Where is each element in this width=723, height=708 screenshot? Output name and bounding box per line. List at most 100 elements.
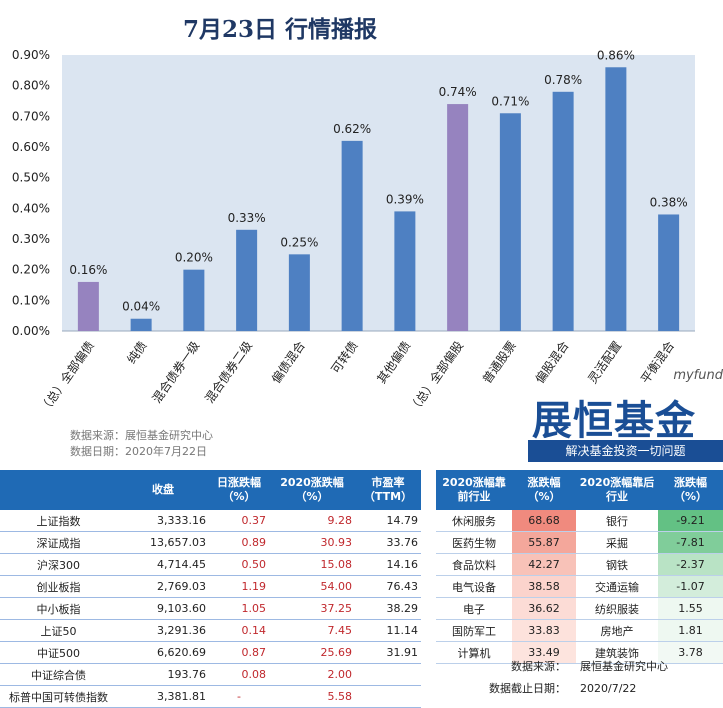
- table-cell: 0.87: [209, 641, 269, 664]
- table-cell: -9.21: [658, 510, 723, 532]
- table-cell: 54.00: [269, 575, 355, 598]
- table-cell: 计算机: [436, 641, 512, 664]
- table-cell: 37.25: [269, 597, 355, 620]
- industry-table: 2020涨幅靠前行业 涨跌幅（%） 2020涨幅靠后行业 涨跌幅（%） 休闲服务 68.…: [436, 470, 723, 664]
- table-row: 食品饮料 42.27 钢铁 -2.37: [436, 553, 723, 576]
- table-cell: 9,103.60: [117, 597, 209, 620]
- table-cell: 5.58: [269, 685, 355, 708]
- index-table-header: 收盘: [117, 470, 209, 510]
- table-footer: 数据来源： 展恒基金研究中心 数据截止日期： 2020/7/22: [436, 656, 723, 700]
- logo: myfund 展恒基金 解决基金投资一切问题: [528, 368, 723, 468]
- table-cell: 3.78: [658, 641, 723, 664]
- industry-table-header: 涨跌幅（%）: [512, 470, 576, 510]
- table-cell: 31.91: [355, 641, 421, 664]
- table-cell: 0.14: [209, 619, 269, 642]
- bar: [341, 140, 363, 331]
- y-tick-label: 0.90%: [12, 48, 50, 62]
- table-cell: [355, 685, 421, 708]
- bar: [130, 318, 152, 331]
- bar: [552, 91, 574, 331]
- index-table-header: 市盈率（TTM）: [355, 470, 421, 510]
- table-cell: 创业板指: [0, 575, 117, 598]
- table-cell: 深证成指: [0, 531, 117, 554]
- footer-date-label: 数据截止日期：: [489, 682, 566, 695]
- y-tick-label: 0.60%: [12, 140, 50, 154]
- table-cell: 银行: [576, 510, 658, 532]
- source-line: 数据来源：展恒基金研究中心: [70, 429, 213, 442]
- industry-table-header: 2020涨幅靠后行业: [576, 470, 658, 510]
- bar-value-label: 0.39%: [386, 192, 424, 206]
- table-cell: 沪深300: [0, 553, 117, 576]
- table-cell: 76.43: [355, 575, 421, 598]
- x-category-label: 可转债: [328, 338, 361, 376]
- table-cell: 上证指数: [0, 510, 117, 532]
- table-cell: 38.29: [355, 597, 421, 620]
- table-cell: 纺织服装: [576, 597, 658, 620]
- table-cell: 国防军工: [436, 619, 512, 642]
- logo-brand-text: 展恒基金: [532, 397, 696, 444]
- y-tick-label: 0.70%: [12, 109, 50, 123]
- y-tick-label: 0.00%: [12, 324, 50, 338]
- table-cell: 交通运输: [576, 575, 658, 598]
- table-cell: 电气设备: [436, 575, 512, 598]
- table-cell: 42.27: [512, 553, 576, 576]
- table-cell: 医药生物: [436, 531, 512, 554]
- bar: [447, 104, 469, 331]
- bar: [605, 67, 627, 331]
- footer-source-label: 数据来源：: [511, 660, 566, 673]
- plot-area: [62, 55, 695, 331]
- table-row: 电子 36.62 纺织服装 1.55: [436, 597, 723, 620]
- y-tick-label: 0.80%: [12, 79, 50, 93]
- bar: [499, 113, 521, 332]
- bar-value-label: 0.78%: [544, 73, 582, 87]
- table-cell: 193.76: [117, 663, 209, 686]
- table-cell: 55.87: [512, 531, 576, 554]
- table-cell: 中小板指: [0, 597, 117, 620]
- bar-value-label: 0.25%: [280, 235, 318, 249]
- bar: [183, 269, 205, 331]
- bar-value-label: 0.62%: [333, 122, 371, 136]
- bar-value-label: 0.38%: [650, 195, 688, 209]
- table-cell: 上证50: [0, 619, 117, 642]
- logo-slogan: 解决基金投资一切问题: [528, 440, 723, 462]
- table-cell: 14.16: [355, 553, 421, 576]
- table-cell: 38.58: [512, 575, 576, 598]
- y-tick-label: 0.10%: [12, 293, 50, 307]
- index-table-header: [0, 470, 117, 510]
- table-cell: 15.08: [269, 553, 355, 576]
- y-tick-label: 0.40%: [12, 201, 50, 215]
- table-cell: 2,769.03: [117, 575, 209, 598]
- table-cell: 0.50: [209, 553, 269, 576]
- table-cell: 中证综合债: [0, 663, 117, 686]
- bar-value-label: 0.04%: [122, 300, 160, 314]
- table-cell: 3,381.81: [117, 685, 209, 708]
- table-cell: 食品饮料: [436, 553, 512, 576]
- footer-source-value: 展恒基金研究中心: [580, 660, 668, 673]
- table-cell: 11.14: [355, 619, 421, 642]
- x-category-label: 普通股票: [480, 339, 519, 386]
- table-cell: [355, 663, 421, 686]
- table-cell: 9.28: [269, 510, 355, 532]
- chart-source: 数据来源：展恒基金研究中心 数据日期：2020年7月22日: [70, 428, 213, 460]
- index-table: 收盘 日涨跌幅（%） 2020涨跌幅（%） 市盈率（TTM） 上证指数 3,333.16…: [0, 470, 421, 708]
- table-cell: 建筑装饰: [576, 641, 658, 664]
- table-cell: 房地产: [576, 619, 658, 642]
- table-cell: 33.76: [355, 531, 421, 554]
- table-row: 中小板指 9,103.60 1.05 37.25 38.29: [0, 597, 421, 620]
- bar-chart: 0.00% 0.10% 0.20% 0.30% 0.40% 0.50% 0.60% 0.70%…: [12, 48, 695, 416]
- table-cell: -1.07: [658, 575, 723, 598]
- x-category-label: 混合债券二级: [201, 338, 255, 406]
- date-line: 数据日期：2020年7月22日: [70, 445, 207, 458]
- table-row: 标普中国可转债指数 3,381.81-5.58: [0, 685, 421, 708]
- table-row: 深证成指 13,657.03 0.89 30.93 33.76: [0, 531, 421, 554]
- table-cell: 采掘: [576, 531, 658, 554]
- index-table-header: 2020涨跌幅（%）: [269, 470, 355, 510]
- industry-table-header: 涨跌幅（%）: [658, 470, 723, 510]
- table-cell: 休闲服务: [436, 510, 512, 532]
- table-cell: 1.19: [209, 575, 269, 598]
- bar: [394, 211, 416, 331]
- table-cell: 1.05: [209, 597, 269, 620]
- bar: [236, 229, 258, 331]
- table-row: 创业板指 2,769.03 1.19 54.00 76.43: [0, 575, 421, 598]
- table-cell: 30.93: [269, 531, 355, 554]
